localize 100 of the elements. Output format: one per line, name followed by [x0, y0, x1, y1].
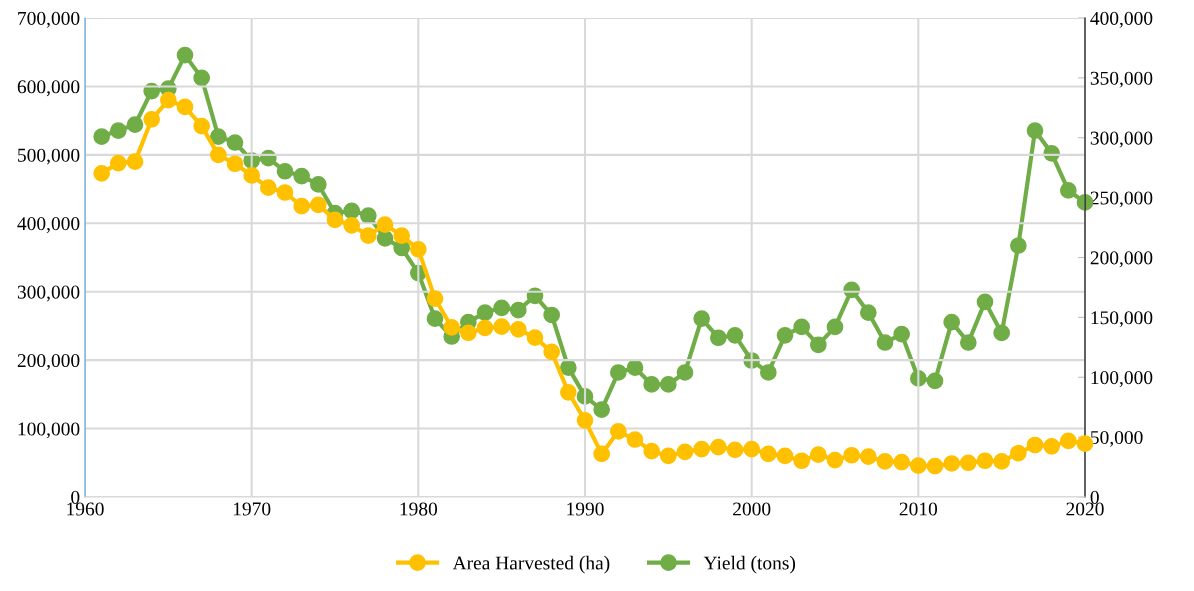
y-tick-label: 100,000: [18, 422, 80, 439]
point: [659, 376, 677, 393]
point: [759, 364, 777, 381]
point: [426, 290, 444, 307]
point: [543, 306, 561, 324]
point: [476, 319, 494, 337]
point: [176, 46, 194, 64]
legend-label: Area Harvested (ha): [452, 555, 610, 574]
point: [1026, 122, 1044, 139]
point: [526, 329, 544, 346]
x-tick-label: 2020: [1066, 502, 1104, 516]
point: [793, 452, 811, 470]
y-tick-label: 400,000: [17, 217, 80, 234]
y-tick-label: 500,000: [18, 148, 80, 165]
point: [726, 441, 744, 459]
y2-tick-label: 400,000: [1090, 11, 1153, 28]
point: [976, 293, 994, 311]
legend-label: Yield (tons): [703, 555, 796, 574]
point: [509, 301, 527, 319]
point: [776, 327, 794, 344]
point: [193, 117, 211, 135]
point: [626, 359, 644, 377]
point: [476, 304, 494, 321]
point: [359, 227, 377, 244]
point: [859, 448, 877, 465]
point: [759, 445, 777, 463]
point: [559, 383, 577, 401]
point: [709, 438, 727, 456]
point: [359, 207, 377, 224]
point: [659, 447, 677, 465]
point: [276, 184, 294, 201]
point: [676, 364, 694, 381]
point: [943, 455, 961, 472]
y2-tick-label: 150,000: [1091, 311, 1153, 328]
point: [276, 162, 294, 180]
point: [376, 230, 394, 247]
point: [459, 324, 477, 342]
point: [593, 401, 611, 418]
point: [826, 318, 844, 336]
point: [843, 446, 861, 464]
y2-tick-label: 250,000: [1090, 191, 1153, 208]
point: [743, 440, 761, 458]
point: [109, 154, 127, 172]
point: [1026, 436, 1044, 454]
point: [676, 443, 694, 461]
point: [193, 69, 211, 87]
point: [343, 202, 361, 220]
point: [126, 116, 144, 133]
point: [593, 445, 611, 463]
point: [893, 453, 911, 471]
point: [693, 310, 711, 327]
point: [293, 167, 311, 185]
point: [926, 457, 944, 475]
point: [1009, 237, 1027, 254]
y-tick-label: 300,000: [17, 285, 80, 302]
point: [143, 110, 161, 128]
point: [726, 327, 744, 344]
point: [326, 211, 344, 229]
y-tick-label: 600,000: [17, 80, 80, 97]
point: [93, 164, 111, 182]
point: [159, 91, 177, 109]
y-tick-label: 0: [71, 490, 80, 504]
point: [226, 134, 244, 151]
point: [643, 442, 661, 460]
point: [109, 122, 127, 139]
point: [1043, 438, 1061, 455]
point: [209, 146, 227, 164]
y2-tick-label: 200,000: [1090, 251, 1153, 268]
point: [543, 343, 561, 361]
point: [1059, 432, 1077, 450]
point: [976, 452, 994, 470]
y-tick-label: 700,000: [18, 11, 80, 28]
x-tick-label: 2010: [899, 502, 938, 516]
point: [859, 304, 877, 321]
point: [826, 451, 844, 469]
point: [576, 412, 594, 429]
point: [426, 310, 444, 327]
point: [126, 153, 144, 171]
point: [876, 453, 894, 470]
y2-tick-label: 350,000: [1090, 71, 1153, 88]
x-tick-label: 1980: [400, 502, 438, 516]
point: [943, 313, 961, 331]
point: [776, 447, 794, 465]
x-tick-label: 2000: [733, 502, 771, 516]
point: [959, 454, 977, 472]
point: [493, 299, 511, 317]
point: [609, 364, 627, 381]
x-tick-label: 1990: [567, 502, 604, 516]
point: [409, 240, 427, 258]
point: [876, 334, 894, 351]
point: [343, 217, 361, 234]
point: [609, 422, 627, 440]
y2-tick-label: 0: [1090, 490, 1099, 504]
x-tick-label: 1970: [233, 502, 271, 516]
point: [93, 128, 111, 145]
point: [1009, 444, 1027, 462]
point: [393, 227, 411, 244]
point: [926, 372, 944, 390]
point: [309, 176, 327, 193]
point: [643, 376, 661, 393]
